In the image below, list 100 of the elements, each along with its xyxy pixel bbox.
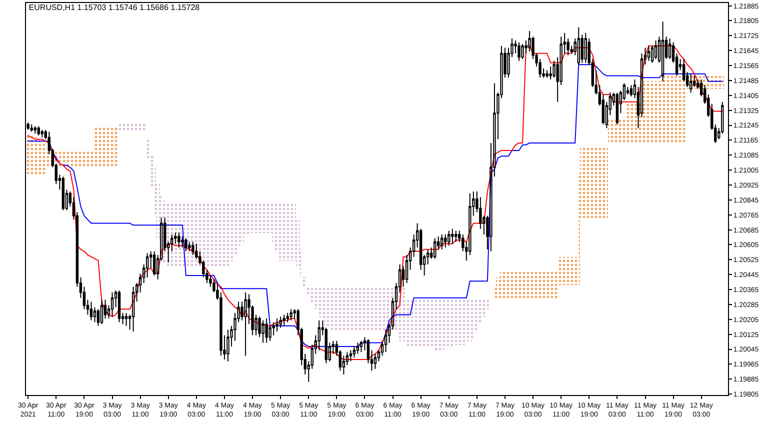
bar: [507, 272, 510, 300]
bar: [468, 300, 472, 341]
bar: [317, 287, 321, 317]
bar: [282, 203, 286, 261]
bar: [111, 126, 114, 167]
bar: [26, 134, 30, 175]
bar: [377, 287, 381, 330]
bar: [503, 272, 507, 300]
bar: [349, 287, 352, 330]
bar: [433, 300, 437, 352]
bar: [531, 272, 535, 300]
bar: [409, 300, 412, 346]
bar: [493, 287, 496, 300]
bar: [570, 257, 573, 285]
bar: [549, 272, 552, 300]
candlestick: [448, 230, 450, 246]
bar: [174, 203, 177, 266]
bar: [447, 300, 451, 348]
candlestick: [584, 32, 587, 64]
bar: [605, 147, 608, 218]
bar: [426, 300, 430, 346]
bar: [573, 257, 577, 285]
bar: [545, 272, 549, 300]
candlestick: [356, 342, 360, 354]
bar: [486, 300, 489, 309]
candlestick: [181, 236, 184, 248]
bar: [65, 150, 68, 167]
bar: [528, 272, 531, 300]
bar: [584, 147, 587, 218]
bar: [37, 139, 40, 175]
bar: [254, 203, 258, 233]
bar: [496, 277, 500, 300]
bar: [524, 272, 528, 300]
bar: [612, 119, 615, 143]
candlestick: [374, 353, 377, 370]
bar: [405, 300, 409, 346]
bar: [563, 257, 566, 285]
bar: [416, 300, 419, 346]
bar: [86, 150, 89, 167]
bar: [219, 203, 223, 266]
candlestick: [518, 42, 520, 62]
bar: [335, 287, 338, 330]
bar: [608, 119, 612, 143]
bar: [103, 126, 107, 167]
bar: [258, 203, 261, 233]
bar: [356, 287, 359, 330]
bar: [149, 154, 153, 188]
bar: [331, 287, 335, 330]
bar: [303, 277, 307, 287]
candlestick: [349, 350, 352, 362]
candlestick: [188, 241, 191, 252]
bar: [472, 300, 475, 339]
bar: [566, 257, 570, 285]
bar: [345, 287, 349, 330]
candlestick: [124, 312, 128, 326]
candlestick: [647, 45, 650, 62]
candlestick: [546, 70, 548, 78]
bar: [268, 203, 272, 233]
bar: [296, 220, 300, 268]
bar: [121, 124, 125, 132]
bar: [559, 257, 563, 285]
bar: [279, 203, 282, 261]
bar: [33, 137, 37, 175]
bar: [535, 272, 538, 300]
bar: [96, 126, 100, 167]
bar: [598, 147, 601, 218]
bar: [293, 203, 296, 261]
bar: [47, 150, 51, 167]
bar: [517, 272, 521, 300]
candlestick: [262, 320, 264, 344]
bar: [352, 287, 356, 330]
bar: [146, 139, 149, 158]
bar: [156, 182, 160, 240]
bar: [226, 203, 230, 266]
bar: [212, 203, 216, 266]
bar: [89, 150, 93, 167]
bar: [237, 203, 240, 248]
candlestick: [110, 292, 114, 318]
candlestick: [454, 230, 458, 242]
bar: [451, 300, 454, 348]
candlestick: [318, 320, 320, 351]
bar: [643, 81, 647, 143]
bar: [675, 74, 679, 143]
candlestick: [444, 234, 447, 248]
bar: [651, 81, 654, 143]
bar: [556, 272, 559, 300]
bar: [314, 287, 317, 309]
bar: [82, 150, 86, 167]
candlestick: [244, 292, 247, 356]
bar: [139, 124, 142, 132]
bar: [373, 287, 377, 330]
bar: [286, 203, 289, 261]
bar: [128, 124, 132, 132]
bar: [118, 124, 121, 132]
bar: [68, 150, 72, 167]
bar: [324, 287, 328, 326]
bar: [244, 203, 247, 236]
bar: [619, 119, 622, 143]
candlestick: [276, 318, 278, 332]
bar: [454, 300, 458, 345]
